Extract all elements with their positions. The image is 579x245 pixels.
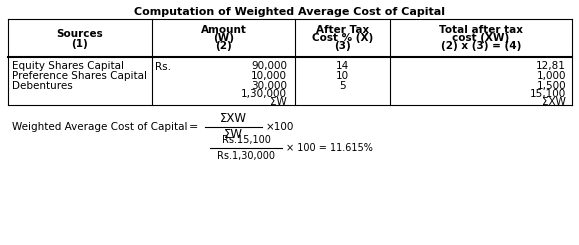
Text: 15,100: 15,100 [530,89,566,99]
Text: Rs.1,30,000: Rs.1,30,000 [217,151,275,161]
Text: ΣW: ΣW [270,97,287,107]
Text: =: = [188,122,197,132]
Text: 10,000: 10,000 [251,71,287,81]
Text: (2) x (3) = (4): (2) x (3) = (4) [441,41,521,51]
Text: Preference Shares Capital: Preference Shares Capital [12,71,147,81]
Text: (2): (2) [215,41,232,51]
Text: Rs.: Rs. [155,62,171,72]
Text: 12,81: 12,81 [536,61,566,71]
Text: ΣW: ΣW [224,128,243,142]
Text: Total after tax: Total after tax [439,25,523,35]
Text: 30,000: 30,000 [251,81,287,91]
Text: ΣXW: ΣXW [220,112,247,125]
Text: cost (XW): cost (XW) [452,33,510,43]
Text: × 100 = 11.615%: × 100 = 11.615% [286,143,373,153]
Text: (1): (1) [72,39,89,49]
Text: 90,000: 90,000 [251,61,287,71]
Text: 14: 14 [336,61,349,71]
Text: ΣXW: ΣXW [542,97,566,107]
Text: 10: 10 [336,71,349,81]
Text: 5: 5 [339,81,346,91]
Text: Equity Shares Capital: Equity Shares Capital [12,61,124,71]
Text: Cost % (X): Cost % (X) [312,33,373,43]
Text: Amount: Amount [200,25,247,35]
Text: Sources: Sources [57,29,104,39]
Text: 1,000: 1,000 [537,71,566,81]
Text: Weighted Average Cost of Capital: Weighted Average Cost of Capital [12,122,188,132]
Text: 1,30,000: 1,30,000 [241,89,287,99]
Text: Rs.15,100: Rs.15,100 [222,135,270,145]
Text: (W): (W) [213,33,234,43]
Text: Debentures: Debentures [12,81,73,91]
Text: (3): (3) [334,41,351,51]
Text: 1,500: 1,500 [536,81,566,91]
Text: Computation of Weighted Average Cost of Capital: Computation of Weighted Average Cost of … [134,7,445,17]
Text: After Tax: After Tax [316,25,369,35]
Text: ×100: ×100 [266,122,294,132]
